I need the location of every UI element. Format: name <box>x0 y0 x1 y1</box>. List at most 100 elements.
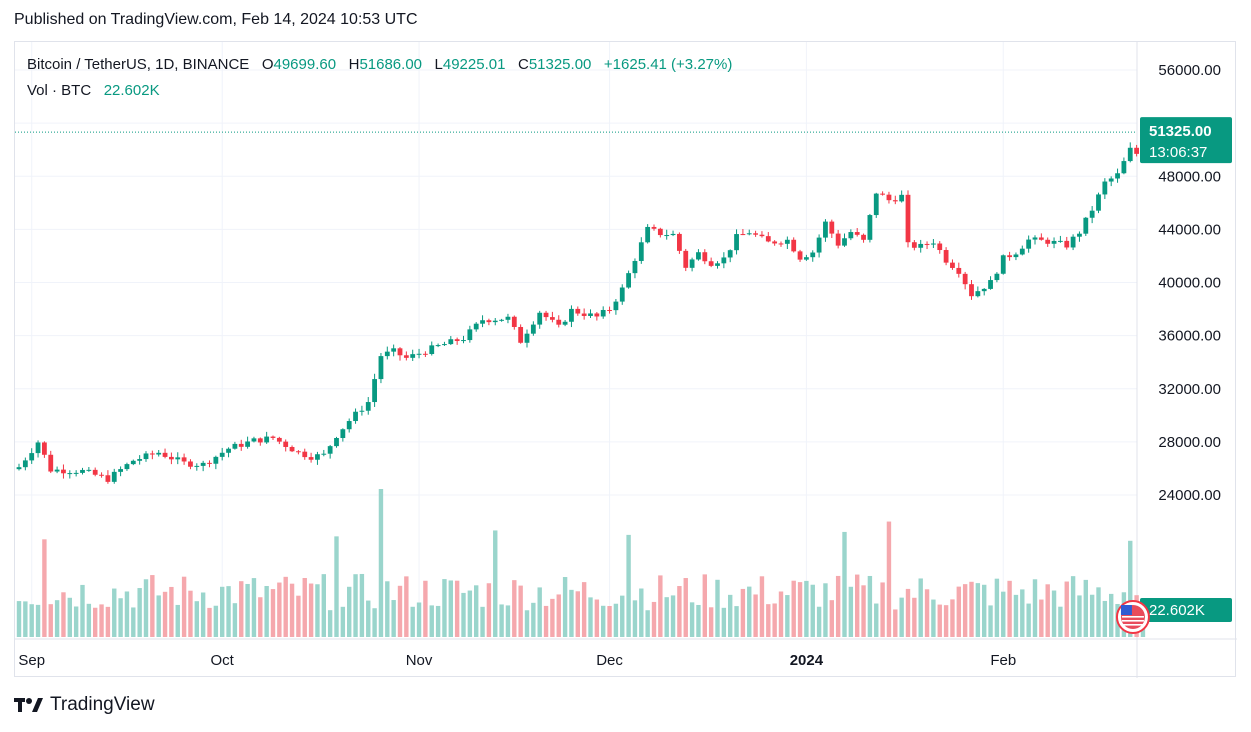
candle-body <box>670 233 676 236</box>
candle-body <box>111 471 117 482</box>
candle-body <box>1058 240 1063 242</box>
time-tick-label: Dec <box>596 652 623 669</box>
volume-badge <box>1140 598 1232 622</box>
volume-bar <box>1128 540 1133 637</box>
candle-body <box>626 273 631 288</box>
candle-body <box>22 460 28 468</box>
volume-bar <box>207 607 212 637</box>
candle-body <box>137 459 143 461</box>
volume-bar <box>175 604 180 637</box>
candle-body <box>423 353 428 355</box>
volume-bar <box>677 586 682 637</box>
candle-body <box>588 313 593 316</box>
candle-body <box>296 451 301 453</box>
candle-body <box>988 280 993 289</box>
volume-bar <box>531 602 536 637</box>
volume-bar <box>181 576 187 637</box>
candle-body <box>677 233 682 251</box>
flag-icon-canton <box>1120 605 1132 615</box>
candle-body <box>1083 217 1089 234</box>
candle-body <box>1070 236 1076 248</box>
volume-bar <box>435 605 441 637</box>
candle-body <box>556 319 562 325</box>
footer-brand-label: TradingView <box>50 694 155 715</box>
candle-body <box>842 238 847 246</box>
chart-frame[interactable]: 24000.00 28000.00 32000.00 36000.00 40000.00… <box>14 41 1237 678</box>
candle-body <box>238 443 244 447</box>
volume-bar <box>861 585 866 637</box>
last-price-label: 51325.00 <box>1149 123 1212 140</box>
candle-body <box>429 345 435 355</box>
volume-bar <box>581 582 587 637</box>
volume-bar <box>442 579 447 637</box>
candle-body <box>48 454 54 472</box>
volume-bar <box>131 607 136 637</box>
volume-bar <box>480 606 485 637</box>
volume-bar <box>753 594 758 637</box>
volume-bar <box>347 586 352 637</box>
candle-body <box>181 457 187 462</box>
candle-body <box>810 252 816 258</box>
volume-bar <box>112 588 117 637</box>
volume-bar <box>251 578 257 637</box>
candle-body <box>708 261 714 266</box>
volume-bar <box>353 574 358 637</box>
candle-body <box>308 457 314 460</box>
candle-body <box>861 234 866 240</box>
time-tick-label: 2024 <box>790 652 824 669</box>
volume-bar <box>505 605 511 637</box>
volume-bar <box>1070 576 1076 637</box>
candle-body <box>156 452 162 455</box>
volume-bar <box>289 583 295 637</box>
time-tick-label: Oct <box>211 652 235 669</box>
volume-bar <box>188 590 193 637</box>
candle-body <box>461 340 466 342</box>
candle-body <box>962 273 968 285</box>
candle-body <box>530 324 536 334</box>
volume-bar <box>378 489 384 637</box>
volume-bar <box>245 583 250 637</box>
candle-body <box>924 243 930 245</box>
volume-bar <box>835 575 841 637</box>
candle-body <box>105 475 111 482</box>
time-tick-label: Feb <box>990 652 1016 669</box>
candle-body <box>353 411 358 422</box>
volume-bar <box>397 585 403 637</box>
flag-icon-stripe <box>1121 624 1144 626</box>
candle-body <box>1089 210 1095 218</box>
volume-bar <box>118 598 123 637</box>
volume-bar <box>620 595 625 637</box>
volume-bar <box>759 576 765 637</box>
candle-body <box>848 232 854 239</box>
volume-bar <box>48 604 53 637</box>
volume-bar <box>810 584 815 637</box>
volume-bar <box>61 592 66 637</box>
volume-label: Vol · BTC <box>27 82 92 99</box>
volume-bar <box>137 588 142 637</box>
volume-bar <box>905 588 911 637</box>
candle-body <box>118 469 123 472</box>
candle-body <box>956 267 962 274</box>
footer-brand[interactable]: TradingView <box>14 694 155 716</box>
candle-body <box>562 321 568 325</box>
candle-body <box>365 402 371 411</box>
volume-bar <box>937 604 942 637</box>
candle-body <box>911 242 917 248</box>
candle-body <box>664 235 670 237</box>
volume-bar <box>1058 606 1063 637</box>
candle-body <box>683 250 689 268</box>
candle-body <box>511 316 517 327</box>
time-tick-label: Sep <box>18 652 45 669</box>
volume-bar <box>143 579 149 637</box>
volume-bar <box>556 594 561 637</box>
volume-bar <box>86 603 92 637</box>
candle-body <box>994 273 1000 281</box>
volume-bar <box>410 606 415 637</box>
candle-body <box>734 234 739 251</box>
volume-bar <box>651 601 657 637</box>
candle-body <box>1019 248 1025 255</box>
candlestick-chart[interactable]: 24000.00 28000.00 32000.00 36000.00 40000.00… <box>15 42 1237 678</box>
candle-body <box>143 453 149 460</box>
volume-bar <box>683 578 688 637</box>
volume-bar <box>423 580 428 637</box>
